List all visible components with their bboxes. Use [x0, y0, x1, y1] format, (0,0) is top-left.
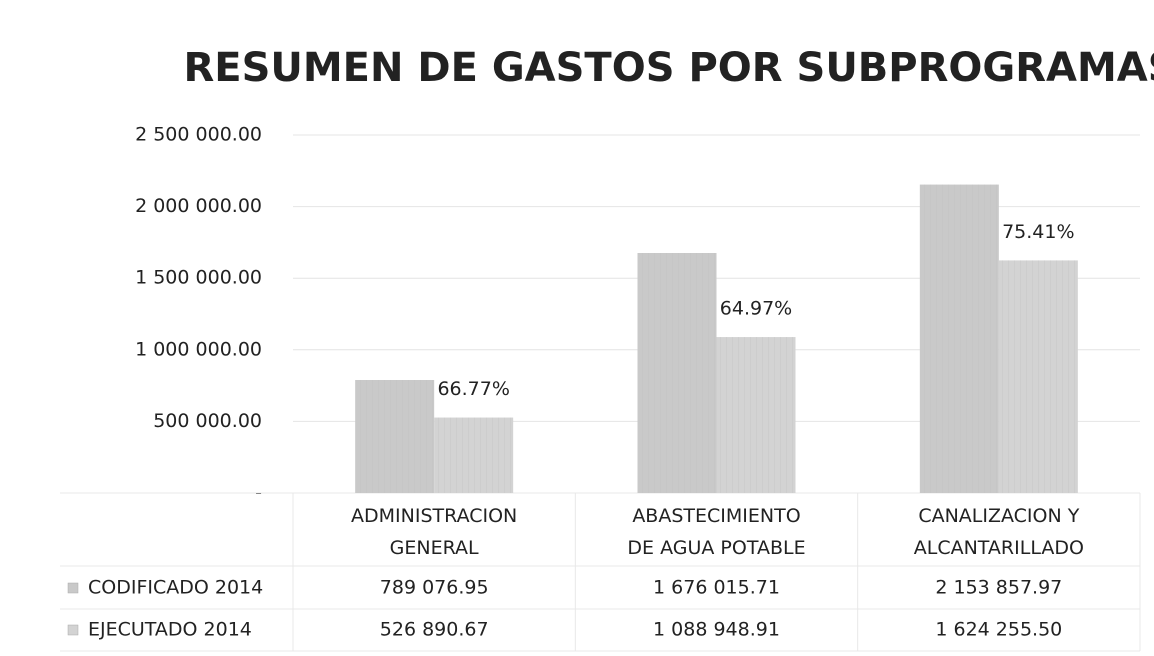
y-tick-label: 2 500 000.00 [135, 124, 262, 146]
x-tick-label: CANALIZACION Y ALCANTARILLADO [913, 505, 1084, 559]
x-tick-label: ABASTECIMIENTO DE AGUA POTABLE [627, 505, 806, 559]
bar-texture [355, 380, 435, 493]
table-value: 2 153 857.97 [935, 577, 1062, 599]
table-value: 1 624 255.50 [935, 619, 1062, 641]
annotation: 75.41% [1002, 221, 1074, 243]
table-value: 526 890.67 [380, 619, 489, 641]
table-value: 789 076.95 [380, 577, 489, 599]
y-tick-label: 1 000 000.00 [135, 338, 262, 360]
legend-label: EJECUTADO 2014 [88, 619, 252, 641]
y-tick-label: 1 500 000.00 [135, 267, 262, 289]
legend-key [67, 624, 79, 636]
bar-texture [434, 417, 514, 493]
bar-texture [998, 260, 1078, 493]
annotation: 66.77% [437, 378, 509, 400]
bar-texture [637, 252, 717, 493]
table-value: 1 088 948.91 [653, 619, 780, 641]
bar-texture [919, 184, 999, 493]
y-tick-label: 500 000.00 [153, 410, 262, 432]
annotation: 64.97% [720, 298, 792, 320]
chart-title: RESUMEN DE GASTOS POR SUBPROGRAMAS [183, 45, 1154, 91]
x-tick-label: ADMINISTRACION GENERAL [351, 505, 518, 559]
bar-texture [716, 337, 796, 493]
table-value: 1 676 015.71 [653, 577, 780, 599]
legend-key [67, 582, 79, 594]
y-tick-label: 2 000 000.00 [135, 195, 262, 217]
legend-label: CODIFICADO 2014 [88, 577, 263, 599]
